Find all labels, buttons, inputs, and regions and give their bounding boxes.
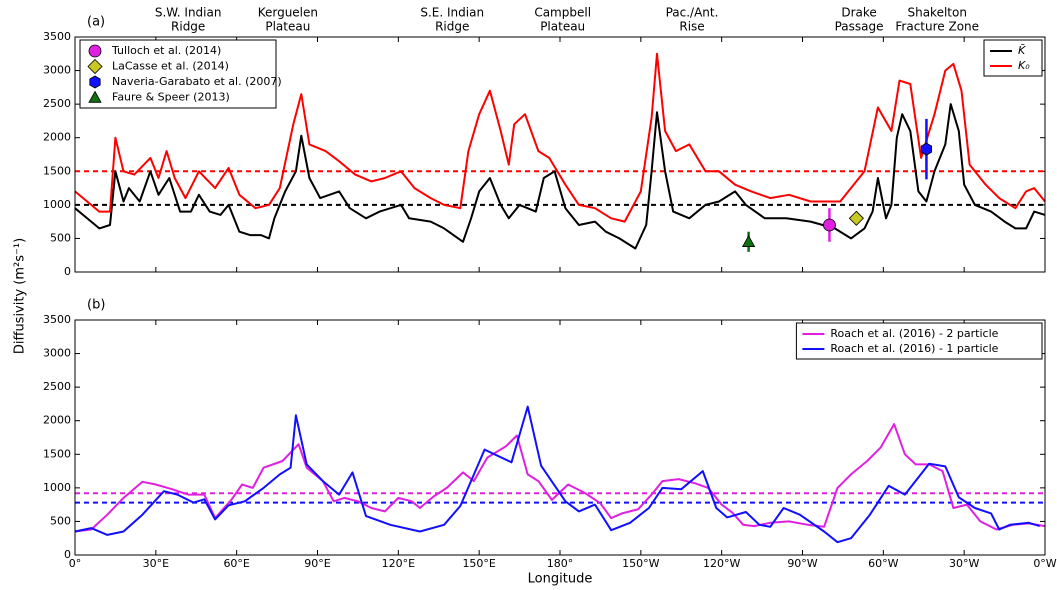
region-label: Drake <box>841 6 876 20</box>
x-tick-label: 30°E <box>143 557 169 570</box>
x-axis-label: Longitude <box>528 572 593 587</box>
region-label: Plateau <box>540 20 585 34</box>
region-label: Ridge <box>171 20 205 34</box>
x-tick-label: 90°E <box>304 557 330 570</box>
y-tick-label: 500 <box>50 514 71 527</box>
y-tick-label: 2000 <box>43 414 71 427</box>
marker <box>848 210 864 226</box>
legend-label: K₀ <box>1018 59 1030 72</box>
legend-box <box>79 39 277 109</box>
region-label: Plateau <box>265 20 310 34</box>
region-label: Shakelton <box>907 6 966 20</box>
region-label: Campbell <box>534 6 591 20</box>
region-label: Passage <box>835 20 884 34</box>
legend-label: Tulloch et al. (2014) <box>111 44 221 57</box>
data-line <box>74 52 1046 223</box>
x-tick-label: 150°E <box>462 557 495 570</box>
marker <box>741 234 756 247</box>
y-tick-label: 3000 <box>43 64 71 77</box>
marker <box>89 75 101 89</box>
region-label: Pac./Ant. <box>666 6 719 20</box>
marker <box>87 58 103 75</box>
legend-label: Roach et al. (2016) - 2 particle <box>830 327 998 340</box>
region-label: Fracture Zone <box>895 20 979 34</box>
y-tick-label: 2000 <box>43 131 71 144</box>
legend-box <box>795 322 1043 360</box>
x-tick-label: 90°W <box>787 557 817 570</box>
region-label: Kerguelen <box>258 6 318 20</box>
data-line <box>74 103 1046 250</box>
x-tick-label: 60°E <box>223 557 249 570</box>
panel-label: (b) <box>87 298 105 313</box>
plot-frame <box>74 319 1046 556</box>
x-tick-label: 60°W <box>868 557 898 570</box>
marker <box>920 142 933 156</box>
y-tick-label: 0 <box>64 265 71 278</box>
y-tick-label: 1000 <box>43 481 71 494</box>
y-tick-label: 0 <box>64 548 71 561</box>
marker <box>88 90 102 103</box>
legend-label: Faure & Speer (2013) <box>112 91 230 104</box>
data-line <box>74 405 1040 544</box>
legend-box <box>983 39 1043 77</box>
legend-label: LaCasse et al. (2014) <box>112 60 229 73</box>
y-tick-label: 1500 <box>43 164 71 177</box>
legend-label: K̄ <box>1018 44 1026 57</box>
x-tick-label: 150°W <box>622 557 659 570</box>
legend-label: Naveria-Garabato et al. (2007) <box>112 75 282 88</box>
y-tick-label: 3500 <box>43 30 71 43</box>
y-tick-label: 500 <box>50 231 71 244</box>
y-tick-label: 1000 <box>43 198 71 211</box>
y-tick-label: 3000 <box>43 347 71 360</box>
y-tick-label: 2500 <box>43 97 71 110</box>
x-tick-label: 30°W <box>949 557 979 570</box>
region-label: S.W. Indian <box>155 6 222 20</box>
marker <box>88 44 102 58</box>
y-tick-label: 1500 <box>43 447 71 460</box>
y-tick-label: 2500 <box>43 380 71 393</box>
region-label: Rise <box>679 20 704 34</box>
legend-label: Roach et al. (2016) - 1 particle <box>830 342 998 355</box>
region-label: S.E. Indian <box>420 6 484 20</box>
marker <box>823 218 836 232</box>
x-tick-label: 120°W <box>703 557 740 570</box>
region-label: Ridge <box>435 20 469 34</box>
x-tick-label: 120°E <box>382 557 415 570</box>
data-line <box>74 423 1046 533</box>
y-tick-label: 3500 <box>43 313 71 326</box>
x-tick-label: 0°W <box>1033 557 1056 570</box>
x-tick-label: 0° <box>69 557 82 570</box>
x-tick-label: 180° <box>547 557 574 570</box>
y-axis-label: Diffusivity (m²s⁻¹) <box>13 238 28 354</box>
plot-frame <box>74 36 1046 273</box>
panel-label: (a) <box>87 15 105 30</box>
